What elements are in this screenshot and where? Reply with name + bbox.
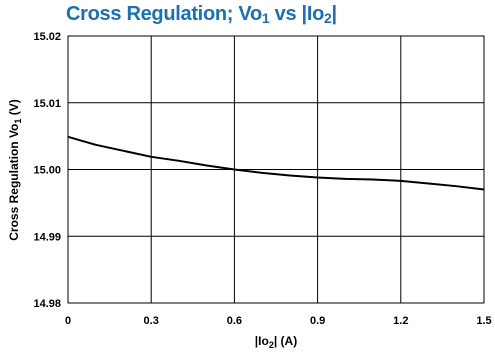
y-tick-label: 15.01	[33, 98, 61, 110]
x-tick-label: 0.6	[227, 315, 242, 327]
x-tick-labels: 0 0.3 0.6 0.9 1.2 1.5	[65, 315, 492, 327]
y-tick-label: 14.98	[33, 298, 61, 310]
x-tick-label: 1.2	[393, 315, 408, 327]
x-tick-label: 0.9	[310, 315, 325, 327]
x-tick-label: 1.5	[476, 315, 491, 327]
chart-title: Cross Regulation; Vo1 vs |Io2|	[66, 3, 337, 26]
y-tick-label: 14.99	[33, 231, 61, 243]
series-lines	[67, 135, 485, 191]
x-axis-label: |Io2| (A)	[255, 334, 297, 350]
series-line	[67, 135, 485, 191]
y-axis-label: Cross Regulation Vo1 (V)	[7, 99, 23, 240]
x-tick-label: 0.3	[144, 315, 159, 327]
y-tick-labels: 15.02 15.01 15.00 14.99 14.98	[33, 31, 61, 310]
y-tick-label: 15.00	[33, 165, 61, 177]
x-tick-label: 0	[65, 315, 71, 327]
y-tick-label: 15.02	[33, 31, 61, 43]
